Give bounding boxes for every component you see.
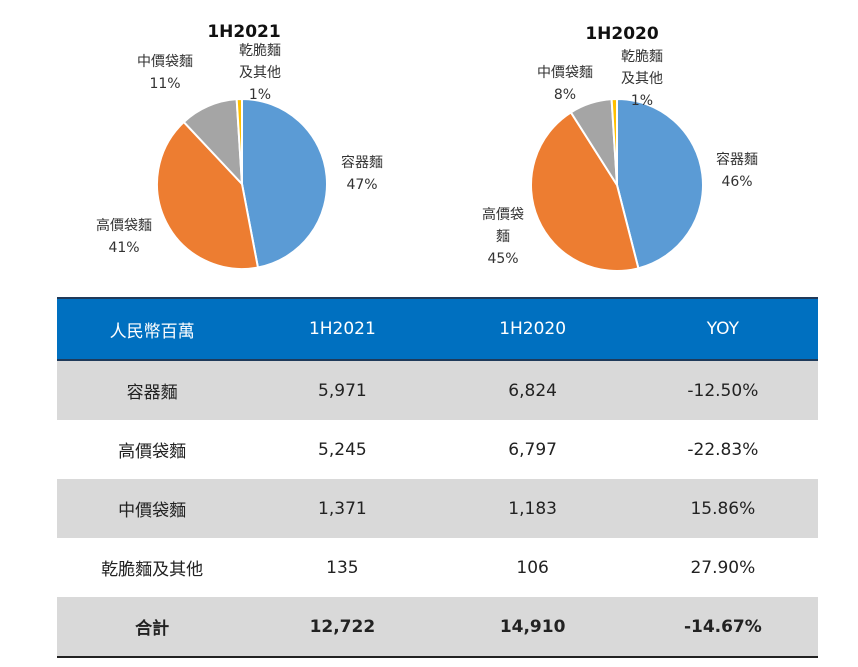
value-label: 47% (346, 177, 378, 193)
pie-slice (530, 111, 640, 272)
value-label: 45% (487, 251, 519, 267)
table-row: 乾脆麵及其他 135 106 27.90% (57, 538, 818, 597)
value-label: 41% (108, 240, 140, 256)
header-cell: 1H2021 (247, 297, 438, 361)
slice-label: 容器麵 47% (332, 152, 392, 196)
category-label: 乾脆麵及其他 (239, 43, 281, 81)
value-label: 1% (248, 87, 272, 103)
pie-slice (235, 97, 243, 185)
category-label: 中價袋麵 (537, 65, 593, 81)
header-cell: 人民幣百萬 (57, 297, 248, 361)
slice-label: 乾脆麵及其他 1% (617, 46, 667, 112)
table-row: 容器麵 5,971 6,824 -12.50% (57, 360, 818, 420)
table-row: 高價袋麵 5,245 6,797 -22.83% (57, 420, 818, 479)
table-cell: 合計 (57, 597, 248, 658)
pie-charts (156, 97, 704, 272)
category-label: 容器麵 (716, 152, 758, 168)
header-cell: 1H2020 (437, 297, 628, 361)
table-cell: 5,971 (247, 360, 438, 420)
table-cell: -14.67% (627, 597, 818, 658)
table-cell: 6,824 (437, 360, 628, 420)
pie-slice (610, 97, 618, 186)
table-cell: -22.83% (687, 439, 759, 460)
value-label: 46% (721, 174, 753, 190)
table-body: 容器麵 5,971 6,824 -12.50% 高價袋麵 5,245 6,797 -22.83… (57, 360, 818, 658)
table-cell: 1,183 (437, 479, 628, 538)
header-cell: YOY (627, 297, 818, 361)
category-label: 高價袋麵 (96, 218, 152, 234)
value-label: 1% (630, 93, 654, 109)
slice-label: 容器麵 46% (707, 149, 767, 193)
slice-label: 高價袋麵 41% (89, 215, 159, 259)
category-label: 中價袋麵 (137, 54, 193, 70)
table-cell: 1,371 (247, 479, 438, 538)
pie-slice (156, 120, 260, 270)
table-cell: 容器麵 (57, 360, 248, 420)
table-row: 中價袋麵 1,371 1,183 15.86% (57, 479, 818, 538)
category-label: 容器麵 (341, 155, 383, 171)
slice-label: 高價袋麵 45% (477, 204, 529, 270)
table-cell: 15.86% (627, 479, 818, 538)
value-label: 8% (553, 87, 577, 103)
table-cell: 14,910 (437, 597, 628, 658)
table-cell: 12,722 (247, 597, 438, 658)
table-cell: 中價袋麵 (57, 479, 248, 538)
table-cell: 6,797 (508, 439, 557, 460)
slice-label: 乾脆麵及其他 1% (235, 40, 285, 106)
category-label: 高價袋麵 (482, 207, 524, 245)
slice-label: 中價袋麵 11% (130, 51, 200, 95)
table-cell: 乾脆麵及其他 (101, 560, 204, 580)
slice-label: 中價袋麵 8% (530, 62, 600, 106)
chart-title: 1H2020 (585, 24, 659, 44)
table-cell: -12.50% (627, 360, 818, 420)
category-label: 乾脆麵及其他 (621, 49, 663, 87)
data-table: 人民幣百萬 1H2021 1H2020 YOY 容器麵 5,971 6,824 -12.50… (57, 297, 818, 658)
chart-title: 1H2021 (207, 22, 281, 42)
table-cell: 27.90% (690, 557, 756, 578)
table-cell: 106 (516, 557, 549, 578)
table-header: 人民幣百萬 1H2021 1H2020 YOY (57, 297, 818, 361)
value-label: 11% (149, 76, 181, 92)
table-cell: 5,245 (318, 439, 367, 460)
table-cell: 135 (326, 557, 359, 578)
table-cell: 高價袋麵 (118, 442, 187, 462)
pie-slice (616, 97, 704, 270)
table-row: 合計 12,722 14,910 -14.67% (57, 597, 818, 658)
pie-slice (241, 97, 328, 269)
